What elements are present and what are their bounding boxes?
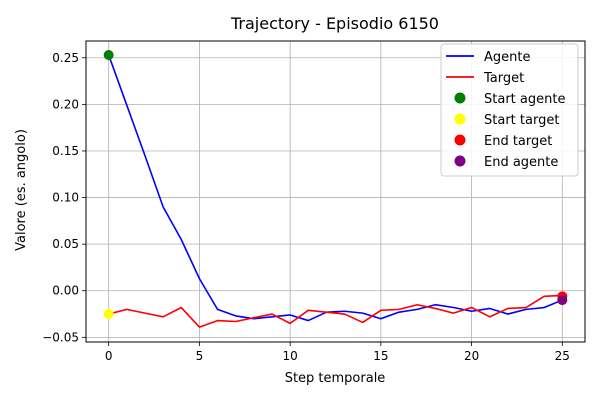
legend-entry-label: Target <box>483 71 524 86</box>
x-tick-label: 20 <box>464 349 479 363</box>
y-tick-label: 0.05 <box>52 237 79 251</box>
marker-start-agente <box>103 49 114 60</box>
y-tick-label: 0.25 <box>52 51 79 65</box>
legend-entry-label: Agente <box>484 50 530 65</box>
legend-marker-swatch <box>454 134 466 146</box>
y-tick-label: 0.00 <box>52 284 79 298</box>
ticks: 0 5 10 15 20 25 −0.05 0.00 0.05 0.10 0.15 0.20 0.25 <box>42 51 570 363</box>
legend-entry-label: End agente <box>484 155 558 170</box>
series-layer <box>107 54 563 328</box>
series-line-agente <box>107 54 563 322</box>
y-tick-label: −0.05 <box>42 330 79 344</box>
series-line-target <box>108 294 563 328</box>
chart-title: Trajectory - Episodio 6150 <box>230 14 439 33</box>
y-tick-label: 0.20 <box>52 97 79 111</box>
marker-layer <box>103 49 568 320</box>
legend-entry-label: End target <box>484 134 552 149</box>
legend-marker-swatch <box>454 92 466 104</box>
plot-frame <box>85 40 586 343</box>
marker-start-target <box>103 309 114 320</box>
legend-entry-label: Start agente <box>484 92 565 107</box>
x-axis-label: Step temporale <box>285 371 386 386</box>
x-tick-label: 15 <box>373 349 388 363</box>
x-tick-label: 5 <box>196 349 204 363</box>
legend-entry-label: Start target <box>484 113 559 128</box>
y-tick-label: 0.10 <box>52 191 79 205</box>
y-tick-label: 0.15 <box>52 144 79 158</box>
y-axis-label: Valore (es. angolo) <box>14 129 29 251</box>
x-tick-label: 0 <box>105 349 113 363</box>
marker-end-agente <box>557 295 568 306</box>
x-tick-label: 10 <box>282 349 297 363</box>
legend-marker-swatch <box>454 113 466 125</box>
legend: Agente Target Start agente Start target End … <box>440 43 579 177</box>
legend-marker-swatch <box>454 155 466 167</box>
legend-box <box>440 43 579 177</box>
x-tick-label: 25 <box>555 349 570 363</box>
